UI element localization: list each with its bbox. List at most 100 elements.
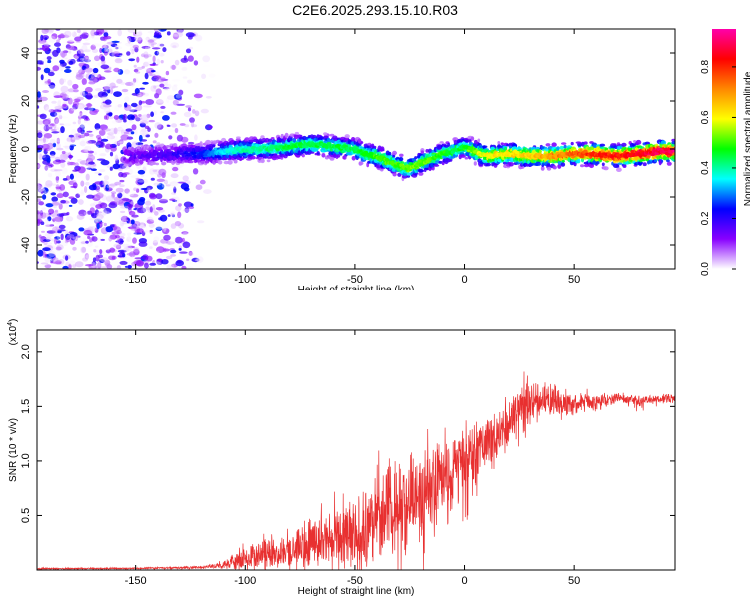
ridge-point (401, 174, 408, 179)
noise-speckle (61, 150, 66, 155)
noise-speckle (117, 255, 124, 258)
noise-speckle (163, 87, 170, 91)
noise-speckle (117, 104, 123, 108)
noise-speckle (117, 192, 123, 199)
noise-speckle (62, 40, 69, 44)
noise-speckle (54, 238, 58, 245)
noise-speckle (171, 214, 175, 218)
noise-speckle (122, 113, 127, 121)
noise-speckle (188, 252, 194, 256)
noise-speckle (92, 257, 97, 263)
noise-speckle (46, 253, 55, 259)
ridge-point (374, 150, 377, 155)
noise-speckle (166, 124, 171, 127)
noise-speckle (111, 255, 116, 260)
noise-speckle (39, 137, 49, 144)
noise-speckle (145, 206, 151, 211)
noise-speckle (73, 182, 78, 189)
noise-speckle (142, 81, 149, 85)
noise-speckle (58, 115, 63, 120)
noise-speckle (149, 168, 156, 175)
noise-speckle (106, 135, 116, 140)
noise-speckle (88, 107, 96, 111)
noise-speckle (73, 172, 82, 178)
noise-speckle (94, 142, 101, 146)
noise-speckle (91, 236, 98, 242)
ridge-point (546, 163, 551, 167)
noise-speckle (103, 107, 111, 113)
noise-speckle (89, 207, 95, 214)
noise-speckle (75, 203, 80, 211)
noise-speckle (48, 183, 57, 186)
noise-speckle (60, 233, 64, 240)
noise-speckle (44, 183, 52, 189)
noise-speckle (72, 162, 79, 166)
noise-speckle (154, 30, 160, 37)
noise-speckle (107, 135, 112, 140)
noise-speckle (146, 253, 154, 257)
noise-speckle (133, 77, 139, 84)
noise-speckle (155, 193, 163, 200)
noise-speckle (120, 48, 126, 53)
noise-speckle (123, 119, 127, 123)
noise-speckle (170, 264, 175, 269)
noise-speckle (132, 44, 139, 49)
noise-speckle (74, 36, 82, 42)
noise-speckle (45, 224, 53, 227)
noise-speckle (47, 172, 54, 177)
noise-speckle (37, 141, 46, 144)
noise-speckle (97, 262, 102, 269)
noise-speckle (37, 162, 41, 170)
noise-speckle (154, 183, 161, 186)
ridge-point (575, 141, 582, 144)
noise-speckle (105, 262, 111, 268)
noise-speckle (153, 29, 159, 32)
noise-speckle (42, 90, 49, 93)
noise-speckle (54, 209, 59, 213)
noise-speckle (85, 136, 90, 141)
noise-speckle (149, 230, 153, 234)
noise-speckle (42, 101, 47, 105)
ridge-point (500, 142, 504, 146)
noise-speckle (67, 161, 76, 166)
noise-speckle (87, 140, 97, 144)
noise-speckle (53, 221, 59, 226)
noise-speckle (92, 43, 101, 47)
noise-speckle (145, 99, 155, 105)
noise-speckle (71, 107, 76, 112)
noise-speckle (102, 208, 107, 216)
noise-speckle (65, 236, 71, 243)
noise-speckle (164, 108, 170, 112)
noise-speckle (99, 187, 106, 195)
noise-speckle (156, 58, 161, 65)
noise-speckle (48, 29, 54, 32)
noise-speckle (137, 169, 146, 175)
noise-speckle (174, 221, 182, 227)
noise-speckle (75, 193, 81, 199)
ridge-point (420, 150, 424, 154)
ridge-point (302, 135, 307, 141)
noise-speckle (183, 111, 192, 118)
noise-speckle (154, 211, 159, 216)
noise-speckle (183, 55, 187, 61)
noise-speckle (62, 103, 67, 107)
noise-speckle (79, 34, 89, 39)
noise-speckle (114, 105, 120, 112)
noise-speckle (72, 246, 77, 251)
noise-speckle (159, 43, 165, 47)
noise-speckle (99, 153, 107, 157)
noise-speckle (135, 177, 143, 180)
noise-speckle (138, 114, 142, 117)
noise-speckle (64, 57, 68, 60)
ridge-point (323, 135, 329, 139)
ridge-core-point (246, 146, 251, 150)
noise-speckle (113, 157, 122, 161)
noise-speckle (62, 91, 70, 95)
noise-speckle (135, 117, 141, 122)
noise-speckle (202, 55, 211, 63)
ridge-point (208, 148, 212, 152)
ridge-point (250, 155, 256, 160)
noise-speckle (60, 85, 69, 93)
ridge-point (535, 161, 542, 166)
ridge-point (244, 137, 250, 142)
